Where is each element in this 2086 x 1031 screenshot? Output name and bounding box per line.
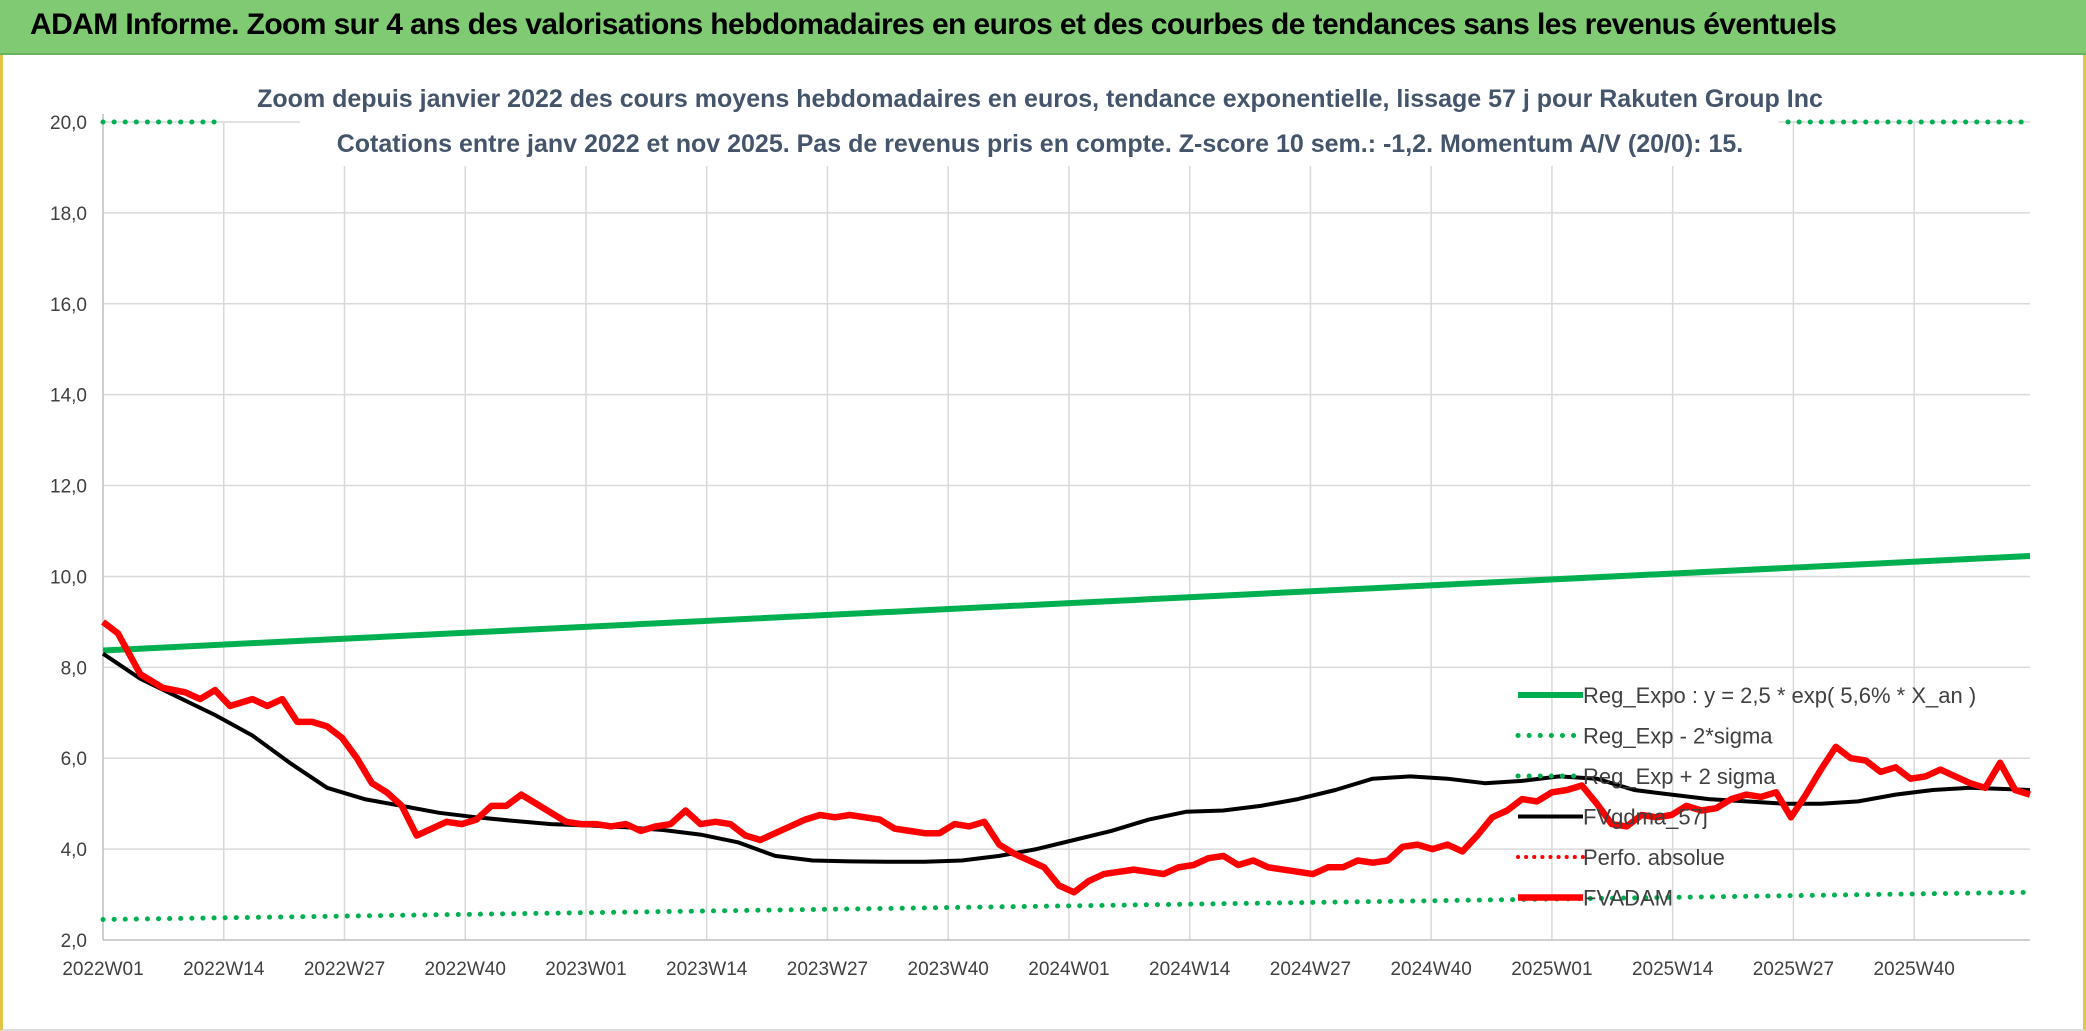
header-banner: ADAM Informe. Zoom sur 4 ans des valoris…: [0, 0, 2086, 55]
series-fvadam: [101, 619, 2031, 896]
x-tick-label: 2024W01: [1028, 959, 1109, 980]
x-tick-label: 2023W14: [666, 959, 748, 980]
legend-label: FVADAM: [1583, 886, 1673, 911]
legend: Reg_Expo : y = 2,5 * exp( 5,6% * X_an ) R…: [1515, 683, 1976, 911]
chart-title: Zoom depuis janvier 2022 des cours moyen…: [257, 78, 1823, 166]
x-tick-label: 2022W40: [425, 959, 506, 980]
grid-lines: [103, 121, 2030, 940]
series-reg-expo: [102, 553, 2031, 654]
y-tick-label: 18,0: [50, 204, 87, 225]
x-tick-label: 2022W14: [183, 959, 265, 980]
x-tick-label: 2024W14: [1149, 959, 1231, 980]
y-tick-label: 14,0: [50, 386, 87, 407]
series-lines: [100, 119, 2033, 922]
y-tick-label: 6,0: [61, 749, 87, 770]
series-reg-exp-minus-2sigma: [100, 889, 2033, 922]
x-tick-label: 2024W27: [1270, 959, 1351, 980]
x-tick-label: 2023W40: [908, 959, 989, 980]
chart-title-line-1: Zoom depuis janvier 2022 des cours moyen…: [257, 85, 1823, 113]
y-tick-label: 16,0: [50, 295, 87, 316]
legend-label: Perfo. absolue: [1583, 845, 1725, 870]
y-tick-label: 2,0: [61, 931, 87, 952]
axes: 2,0 4,0 6,0 8,0 10,0 12,0 14,0 16,0 18,0 20,0 2022…: [50, 113, 2030, 980]
y-tick-label: 20,0: [50, 113, 87, 134]
legend-label: Reg_Exp + 2 sigma: [1583, 764, 1776, 789]
y-tick-label: 8,0: [61, 658, 87, 679]
x-tick-label: 2025W27: [1753, 959, 1834, 980]
x-tick-label: 2025W14: [1632, 959, 1714, 980]
x-tick-label: 2025W40: [1873, 959, 1954, 980]
page-title: ADAM Informe. Zoom sur 4 ans des valoris…: [30, 8, 1837, 41]
x-tick-label: 2022W01: [62, 959, 143, 980]
x-tick-label: 2025W01: [1511, 959, 1592, 980]
y-tick-label: 10,0: [50, 567, 87, 588]
x-tick-label: 2023W01: [545, 959, 626, 980]
chart-title-background: [300, 78, 1778, 166]
x-tick-label: 2024W40: [1390, 959, 1471, 980]
chart-title-line-2: Cotations entre janv 2022 et nov 2025. P…: [337, 130, 1744, 158]
x-tick-label: 2023W27: [787, 959, 868, 980]
y-tick-label: 12,0: [50, 477, 87, 498]
legend-label: FVgdma_57j: [1583, 805, 1708, 830]
legend-label: Reg_Exp - 2*sigma: [1583, 724, 1773, 749]
legend-label: Reg_Expo : y = 2,5 * exp( 5,6% * X_an ): [1583, 683, 1976, 708]
series-fvgdma-57j: [101, 652, 2031, 864]
x-tick-label: 2022W27: [304, 959, 385, 980]
y-tick-label: 4,0: [61, 840, 87, 861]
